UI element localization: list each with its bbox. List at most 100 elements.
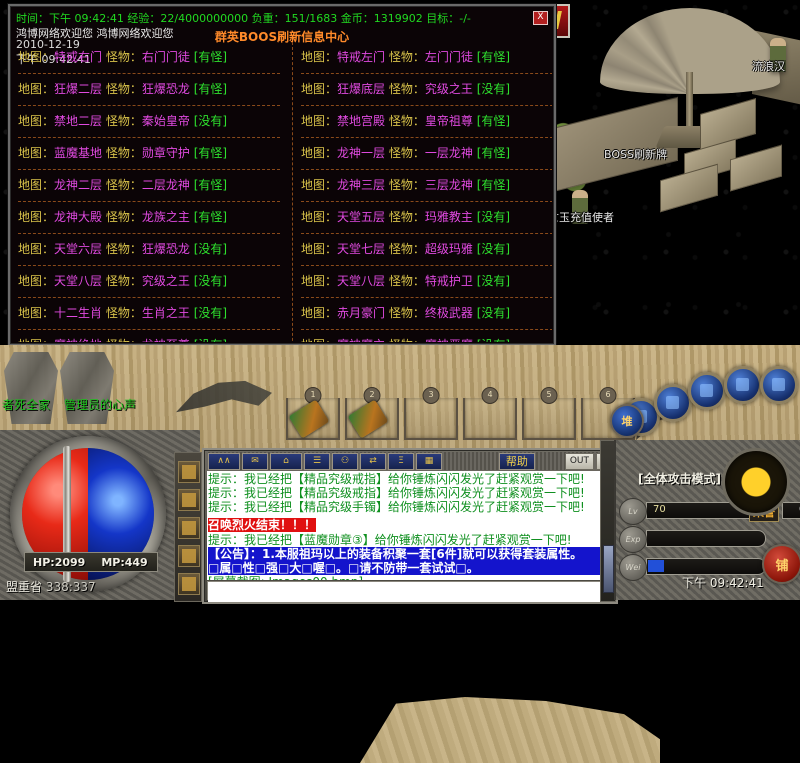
ground-text-admin: 管理员的心声	[64, 398, 137, 412]
exp-knob: Exp	[619, 526, 647, 553]
boss-row: 地图：龙神三层 怪物：三层龙神 [有怪]	[301, 170, 552, 202]
npc-label-boss-board: BOSS刷新牌	[604, 148, 667, 161]
boss-row-map-label: 地图：	[18, 210, 55, 224]
boss-row-status: [有怪]	[472, 146, 511, 160]
quick-slot[interactable]: 2	[345, 387, 399, 440]
boss-row-map-label: 地图：	[301, 114, 338, 128]
guild-name: 盟重省	[6, 580, 43, 594]
skill-button-5[interactable]	[760, 366, 798, 404]
boss-row-monster-label: 怪物：	[102, 210, 142, 224]
location-readout: 盟重省 338:337	[6, 578, 96, 595]
quick-slot[interactable]: 3	[404, 387, 458, 440]
boss-row-map-value: 禁地二层	[54, 114, 103, 128]
boss-row: 地图：禁地宫殿 怪物：皇帝祖尊 [有怪]	[301, 106, 552, 138]
skill-button-2[interactable]	[654, 384, 692, 422]
boss-row-monster-value: 二层龙神	[141, 178, 190, 192]
npc-label-wanderer: 流浪汉	[752, 60, 785, 73]
weight-knob: Wei	[619, 554, 647, 581]
boss-row-map-label: 地图：	[18, 114, 55, 128]
attack-mode-label[interactable]: [全体攻击模式]	[638, 472, 721, 486]
boss-row-map-value: 天堂六层	[54, 242, 103, 256]
boss-list-left-column: 地图：特戒右门 怪物：右门门徒 [有怪] 地图：狂爆二层 怪物：狂爆恐龙 [有怪]…	[18, 42, 280, 342]
boss-row-status: [没有]	[472, 274, 511, 288]
sound-icon[interactable]	[178, 461, 200, 483]
chat-message: 召唤烈火结束！！！	[208, 518, 317, 532]
boss-list-columns: 地图：特戒右门 怪物：右门门徒 [有怪] 地图：狂爆二层 怪物：狂爆恐龙 [有怪]…	[12, 42, 552, 342]
chat-message-log[interactable]: 提示：我已经把【精品究级戒指】给你锤炼闪闪发光了赶紧观赏一下吧! 提示：我已经把【…	[207, 471, 612, 580]
boss-row-map-label: 地图：	[18, 50, 55, 64]
boss-row: 地图：魔神魔穴 怪物：魔神恶魔 [没有]	[301, 330, 552, 342]
help-button[interactable]: 帮助	[498, 452, 535, 470]
boss-row-monster-value: 狂爆恐龙	[141, 242, 190, 256]
boss-row-map-value: 狂爆二层	[54, 82, 103, 96]
npc-wanderer[interactable]	[770, 38, 786, 72]
skill-button-3[interactable]	[688, 372, 726, 410]
boss-row: 地图：天堂八层 怪物：究级之王 [没有]	[18, 266, 280, 298]
close-icon[interactable]: X	[533, 11, 548, 25]
book-glyph	[182, 549, 196, 563]
boss-row-monster-value: 狂爆恐龙	[141, 82, 190, 96]
quick-slot[interactable]: 1	[286, 387, 340, 440]
book-icon[interactable]	[178, 545, 200, 567]
chat-message: 提示：我已经把【蓝魔勋章③】给你锤炼闪闪发光了赶紧观赏一下吧!	[208, 533, 572, 547]
trade-icon[interactable]: ⇄	[360, 452, 386, 470]
out-button[interactable]: OUT	[564, 452, 594, 470]
boss-row-status: [没有]	[189, 114, 228, 128]
chat-input-wrapper[interactable]	[207, 581, 611, 602]
quick-slot[interactable]: 4	[463, 387, 517, 440]
quick-slot-item[interactable]	[347, 399, 389, 439]
boss-row-monster-value: 皇帝祖尊	[424, 114, 473, 128]
level-value: 70	[653, 504, 666, 515]
group-icon[interactable]: ☰	[304, 452, 330, 470]
bag-glyph	[182, 521, 196, 535]
boss-row-status: [有怪]	[189, 178, 228, 192]
boss-row: 地图：龙神一层 怪物：一层龙神 [有怪]	[301, 138, 552, 170]
npc-recharge-envoy[interactable]	[572, 190, 588, 224]
boss-row-map-value: 特戒左门	[337, 50, 386, 64]
skill-button-4[interactable]	[724, 366, 762, 404]
boss-row-map-label: 地图：	[301, 274, 338, 288]
boss-row-monster-label: 怪物：	[102, 146, 142, 160]
chat-message: [屏幕截图: Images00.bmp]	[208, 575, 612, 580]
boss-refresh-info-window[interactable]: 时间：下午 09:42:41 经验：22/4000000000 负重：151/1…	[8, 4, 556, 346]
boss-row-monster-label: 怪物：	[102, 178, 142, 192]
friends-icon[interactable]: ⚇	[332, 452, 358, 470]
boss-row-map-value: 龙神二层	[54, 178, 103, 192]
guild-icon[interactable]: ⌂	[270, 452, 302, 470]
shout-icon[interactable]: Ξ	[388, 452, 414, 470]
pile-button[interactable]: 堆	[610, 404, 644, 438]
side-icon-rail[interactable]	[174, 452, 202, 602]
character-status-panel: [全体攻击模式] Lv 70 Exp Wei 荣誉 0 下午 09:42:41 …	[614, 440, 800, 600]
pillar-decoration-right	[60, 352, 114, 424]
chevron-up-icon[interactable]: ∧∧	[208, 452, 240, 470]
boss-row-map-label: 地图：	[301, 306, 338, 320]
chat-toolbar[interactable]: ∧∧ ✉ ⌂ ☰ ⚇ ⇄ Ξ ▦ 帮助 OUT X	[206, 452, 614, 470]
grid-icon[interactable]: ▦	[416, 452, 442, 470]
chat-scrollbar-thumb[interactable]	[603, 545, 614, 593]
boss-row-map-label: 地图：	[18, 274, 55, 288]
shop-button[interactable]: 铺	[762, 544, 800, 584]
boss-row-monster-label: 怪物：	[102, 338, 142, 342]
boss-row-map-value: 天堂八层	[337, 274, 386, 288]
boss-row-map-label: 地图：	[301, 210, 338, 224]
mp-label: MP:449	[101, 555, 148, 569]
chat-panel[interactable]: ∧∧ ✉ ⌂ ☰ ⚇ ⇄ Ξ ▦ 帮助 OUT X 提示：我已经把【精品究级戒指…	[202, 448, 618, 604]
quick-slot-item[interactable]	[288, 399, 330, 439]
broadcast-icon[interactable]	[178, 573, 200, 595]
chat-input[interactable]	[208, 584, 610, 602]
character-icon[interactable]	[178, 489, 200, 511]
server-date: 2010-12-19	[16, 38, 80, 51]
boss-row-monster-value: 龙族之主	[141, 210, 190, 224]
bag-icon[interactable]	[178, 517, 200, 539]
coordinates: 338:337	[45, 580, 96, 594]
whisper-icon[interactable]: ✉	[242, 452, 268, 470]
boss-row-map-value: 天堂八层	[54, 274, 103, 288]
boss-row: 地图：天堂八层 怪物：特戒护卫 [没有]	[301, 266, 552, 298]
chat-message: 提示：我已经把【精品究级戒指】给你锤炼闪闪发光了赶紧观赏一下吧!	[208, 486, 585, 500]
boss-row-map-label: 地图：	[301, 242, 338, 256]
boss-row-status: [没有]	[472, 306, 511, 320]
pillar-decoration-left	[4, 352, 58, 424]
quick-slot[interactable]: 5	[522, 387, 576, 440]
boss-row-status: [没有]	[472, 242, 511, 256]
